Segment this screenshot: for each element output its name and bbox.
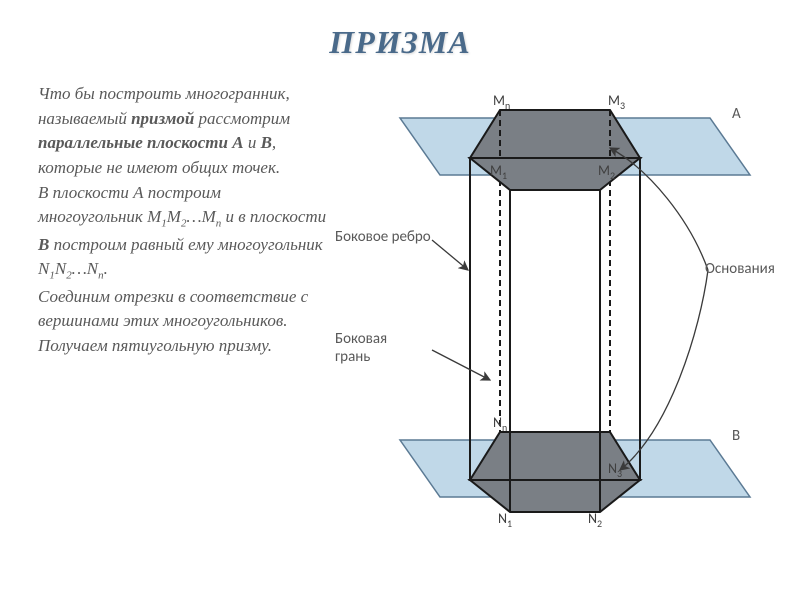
label-plane-a: А — [732, 105, 741, 123]
text-run: . — [104, 259, 108, 278]
prism-diagram: Боковое ребро Боковая грань Основания А … — [340, 70, 780, 580]
text-run: …M — [186, 207, 215, 226]
strong-text: параллельные плоскости А — [38, 133, 244, 152]
vertex-label: M2 — [598, 162, 615, 182]
text-run: N — [55, 259, 66, 278]
label-plane-b: В — [732, 427, 740, 445]
text-run: M — [167, 207, 181, 226]
page-title: ПРИЗМА — [0, 24, 800, 61]
text-run: Получаем пятиугольную призму. — [38, 336, 272, 355]
vertex-label: M1 — [490, 162, 507, 182]
vertex-label: Nn — [493, 414, 507, 434]
strong-text: В — [261, 133, 272, 152]
label-lateral-face: Боковая грань — [335, 330, 415, 366]
strong-text: В — [38, 235, 49, 254]
label-lateral-edge: Боковое ребро — [335, 228, 431, 246]
text-run: рассмотрим — [194, 109, 290, 128]
vertex-label: N3 — [608, 460, 622, 480]
text-run: Соединим отрезки в соответствие с вершин… — [38, 287, 308, 331]
text-run: …N — [72, 259, 98, 278]
prism-svg — [340, 70, 780, 580]
vertex-label: N2 — [588, 510, 602, 530]
label-bases: Основания — [705, 260, 775, 278]
text-run: и — [244, 133, 261, 152]
vertex-label: M3 — [608, 92, 625, 112]
description-paragraph: Что бы построить многогранник, называемы… — [38, 82, 328, 358]
vertex-label: N1 — [498, 510, 512, 530]
text-run: и в плоскости — [221, 207, 326, 226]
vertex-label: Mn — [493, 92, 510, 112]
strong-text: призмой — [131, 109, 194, 128]
